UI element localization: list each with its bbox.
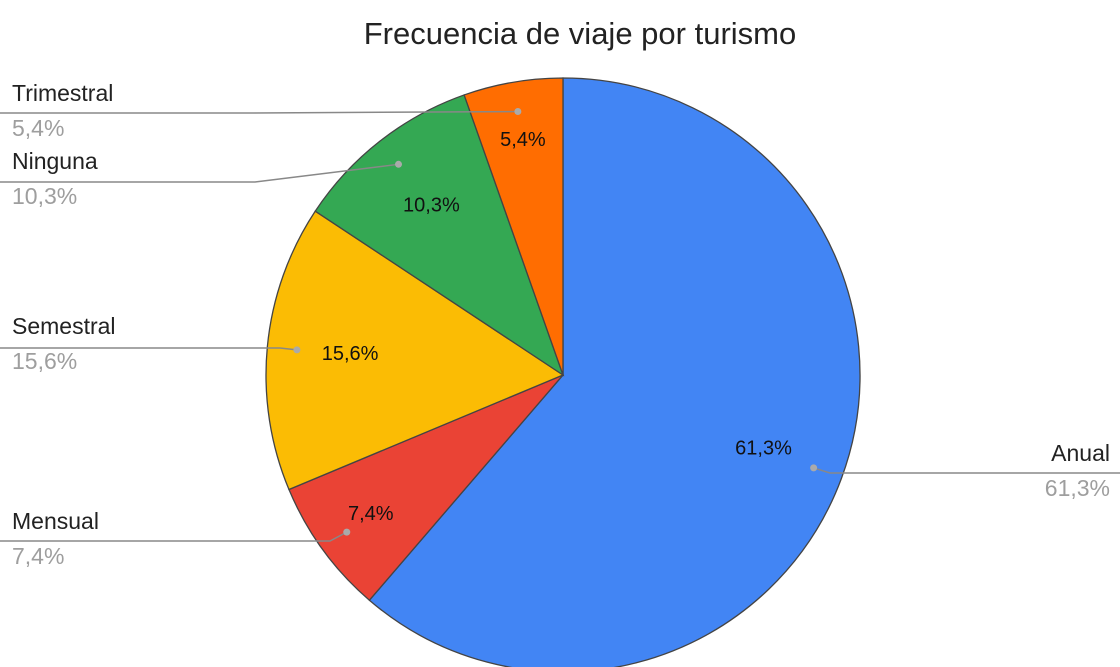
legend-value: 5,4% <box>12 115 64 141</box>
legend-label: Ninguna <box>12 148 98 174</box>
slice-label: 15,6% <box>322 343 379 365</box>
pie-slice <box>314 94 565 377</box>
pie-slice <box>368 77 861 667</box>
leader-dot <box>395 160 403 168</box>
leader-line <box>0 110 518 114</box>
chart-title: Frecuencia de viaje por turismo <box>364 16 796 51</box>
leader-dot <box>343 528 351 536</box>
legend-value: 15,6% <box>12 348 77 374</box>
pie-slice <box>265 210 565 491</box>
legend-value: 7,4% <box>12 543 64 569</box>
slice-label: 5,4% <box>500 129 546 151</box>
leader-line <box>0 163 399 183</box>
slice-label: 7,4% <box>348 503 394 525</box>
legend-label: Trimestral <box>12 80 113 106</box>
leader-line <box>813 467 1120 474</box>
leader-dot <box>810 464 818 472</box>
pie-slice <box>288 374 564 602</box>
leader-dot <box>514 108 522 116</box>
leader-line <box>0 531 348 542</box>
slice-label: 10,3% <box>403 195 460 217</box>
pie-slice <box>463 77 564 376</box>
legend-label: Anual <box>1051 440 1110 466</box>
legend-label: Mensual <box>12 508 99 534</box>
legend-value: 10,3% <box>12 183 77 209</box>
leader-dot <box>293 346 301 354</box>
legend-label: Semestral <box>12 313 116 339</box>
leader-line <box>0 347 297 351</box>
slice-label: 61,3% <box>735 438 792 460</box>
legend-value: 61,3% <box>1045 475 1110 501</box>
